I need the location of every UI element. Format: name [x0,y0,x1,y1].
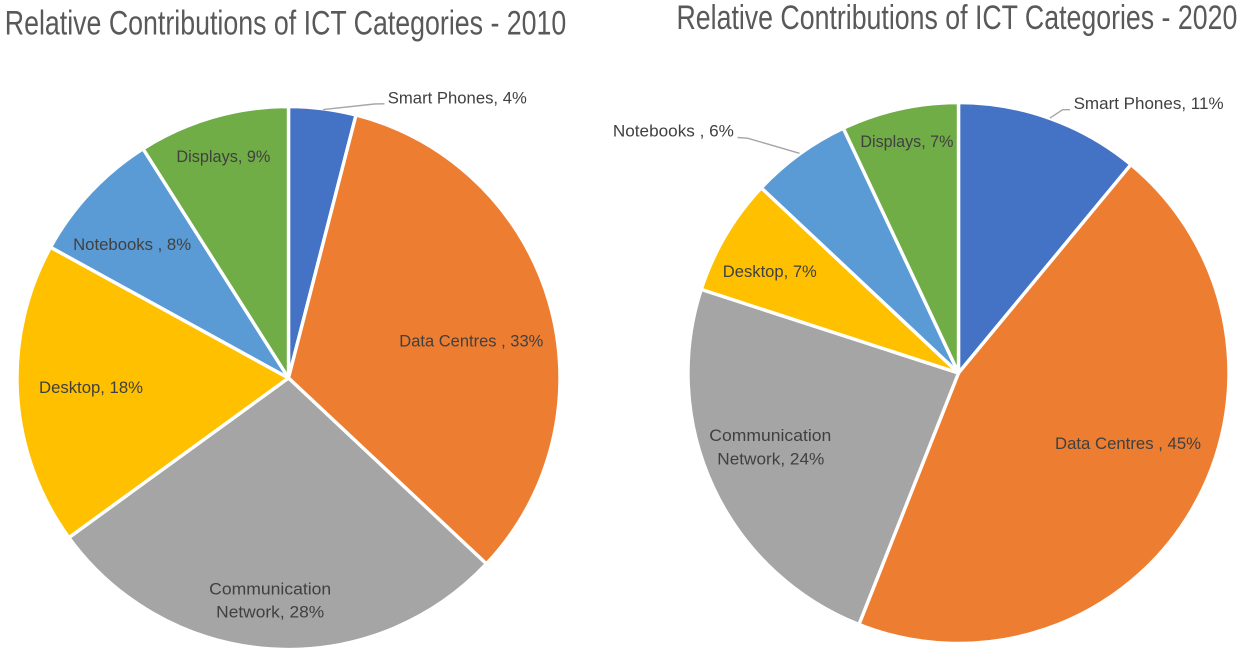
svg-text:Displays, 9%: Displays, 9% [176,147,270,166]
svg-text:Network, 24%: Network, 24% [717,450,824,469]
svg-text:Desktop, 18%: Desktop, 18% [39,378,143,397]
svg-text:Data Centres , 33%: Data Centres , 33% [399,331,543,350]
svg-text:Communication: Communication [709,426,831,445]
svg-text:Relative Contributions of ICT: Relative Contributions of ICT Categories… [677,0,1238,37]
svg-text:Smart Phones, 4%: Smart Phones, 4% [388,88,527,107]
svg-text:Displays, 7%: Displays, 7% [860,132,953,151]
svg-text:Communication: Communication [209,579,331,598]
svg-text:Desktop, 7%: Desktop, 7% [723,262,817,281]
svg-text:Data Centres , 45%: Data Centres , 45% [1055,434,1201,453]
svg-text:Network, 28%: Network, 28% [216,603,324,622]
svg-text:Relative Contributions of ICT: Relative Contributions of ICT Categories… [5,5,567,43]
svg-text:Notebooks , 6%: Notebooks , 6% [613,121,734,140]
svg-text:Smart Phones, 11%: Smart Phones, 11% [1074,94,1224,113]
svg-text:Notebooks , 8%: Notebooks , 8% [73,235,191,254]
